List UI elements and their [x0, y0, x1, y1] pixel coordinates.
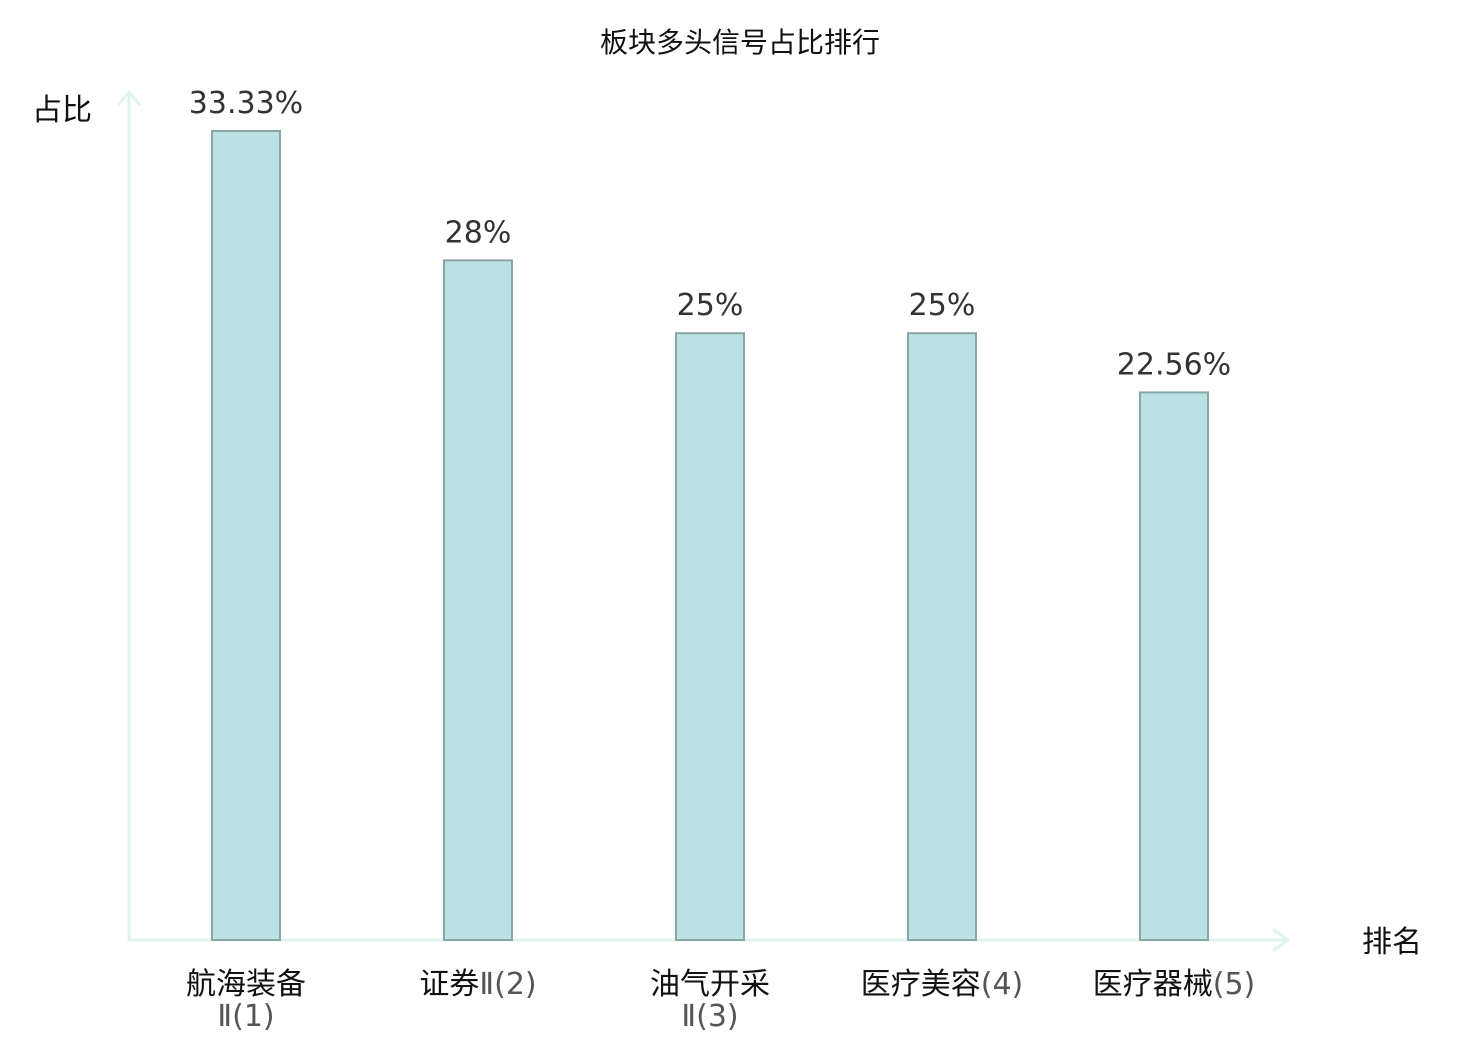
category-label: 医疗器械(5): [1093, 967, 1256, 1002]
value-label: 25%: [677, 288, 744, 323]
value-label: 33.33%: [189, 86, 303, 121]
category-label: 油气开采: [650, 967, 770, 1002]
category-suffix: (5): [1213, 967, 1256, 1002]
y-axis-arrow-icon: [117, 90, 141, 106]
value-label: 25%: [909, 288, 976, 323]
category-name: 医疗器械: [1093, 967, 1213, 1002]
bar: [907, 332, 977, 941]
value-label: 22.56%: [1117, 347, 1231, 382]
category-label: 航海装备: [186, 967, 306, 1002]
category-suffix: (4): [981, 967, 1024, 1002]
bar: [1139, 391, 1209, 941]
x-axis-label: 排名: [1362, 925, 1422, 960]
value-label: 28%: [445, 215, 512, 250]
bar: [211, 130, 281, 941]
chart-title: 板块多头信号占比排行: [600, 26, 880, 59]
y-axis-label: 占比: [32, 93, 92, 128]
category-label-line2: Ⅱ(1): [217, 999, 274, 1034]
category-label: 证券Ⅱ(2): [419, 967, 536, 1002]
x-axis-arrow-icon: [1272, 928, 1290, 952]
bar: [675, 332, 745, 941]
category-name: 油气开采: [650, 967, 770, 1002]
category-name: 医疗美容: [861, 967, 981, 1002]
category-name: 证券: [419, 967, 479, 1002]
category-suffix: Ⅱ(2): [479, 967, 536, 1002]
category-label: 医疗美容(4): [861, 967, 1024, 1002]
category-name: 航海装备: [186, 967, 306, 1002]
category-label-line2: Ⅱ(3): [681, 999, 738, 1034]
bar: [443, 259, 513, 942]
